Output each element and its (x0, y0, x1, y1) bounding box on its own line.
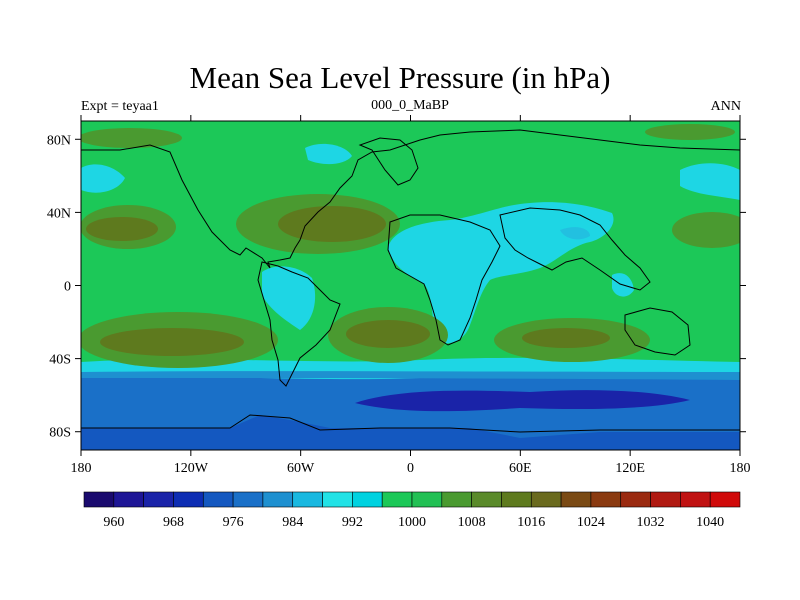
africa-asia-low (388, 202, 614, 344)
x-tick-label: 0 (407, 461, 414, 476)
colorbar-label: 992 (342, 515, 363, 530)
colorbar-swatch (83, 491, 115, 508)
x-axis: 180 120W 60W 0 60E 120E 180 (71, 115, 751, 476)
colorbar-label: 1016 (517, 515, 545, 530)
south-pacific-high (100, 328, 244, 356)
colorbar-label: 1040 (696, 515, 724, 530)
north-pacific-low (81, 164, 125, 193)
x-tick-label: 120E (615, 461, 645, 476)
colorbar: 960 968 976 984 992 1000 1008 1016 1024 1032 1040 (83, 491, 741, 530)
north-pacific-high (86, 217, 158, 241)
colorbar-label: 960 (103, 515, 124, 530)
canada-low (305, 143, 352, 165)
y-tick-label: 80S (49, 426, 71, 441)
colorbar-swatch (352, 491, 383, 508)
experiment-label: Expt = teyaa1 (81, 99, 159, 114)
period-label: 000_0_MaBP (371, 98, 449, 113)
colorbar-swatch (113, 491, 144, 508)
colorbar-swatch (530, 491, 562, 508)
arctic-high-east (645, 124, 735, 140)
map-plot-area (81, 121, 740, 450)
colorbar-swatch (292, 491, 323, 508)
colorbar-swatch (202, 491, 234, 508)
x-tick-label: 180 (71, 461, 92, 476)
coastlines (81, 129, 740, 433)
colorbar-swatch (620, 491, 651, 508)
colorbar-swatch (680, 491, 711, 508)
colorbar-swatch (411, 491, 443, 508)
colorbar-swatch (560, 491, 592, 508)
colorbar-swatch (471, 491, 502, 508)
north-pacific-west-high (672, 212, 740, 248)
x-tick-label: 60W (287, 461, 315, 476)
season-label: ANN (710, 99, 741, 114)
colorbar-label: 1008 (458, 515, 486, 530)
australia-coast (624, 307, 691, 356)
y-axis: 80N 40N 0 40S 80S (47, 133, 746, 441)
y-tick-label: 40S (49, 353, 71, 368)
antarctic-interior (81, 415, 740, 450)
colorbar-label: 984 (282, 515, 303, 530)
south-america-coast (257, 261, 341, 387)
colorbar-label: 1000 (398, 515, 426, 530)
colorbar-label: 976 (223, 515, 244, 530)
x-tick-label: 180 (730, 461, 751, 476)
asia-coast (499, 207, 651, 291)
colorbar-label: 1024 (577, 515, 605, 530)
colorbar-swatch (590, 491, 622, 508)
colorbar-label: 1032 (637, 515, 665, 530)
antarctica-coast (81, 414, 740, 433)
trough-edge-band (81, 371, 740, 380)
colorbar-swatch (232, 491, 264, 508)
y-tick-label: 40N (47, 206, 71, 221)
north-america-eurasia-coast (81, 129, 740, 269)
africa-coast (387, 214, 501, 346)
chart-title: Mean Sea Level Pressure (in hPa) (189, 60, 611, 95)
asia-low-core (560, 227, 590, 240)
indian-ocean-high (522, 328, 610, 348)
colorbar-swatch (650, 491, 681, 508)
south-america-low (262, 266, 316, 330)
azores-high (278, 206, 386, 242)
colorbar-swatch (441, 491, 472, 508)
x-tick-label: 60E (509, 461, 532, 476)
colorbar-label: 968 (163, 515, 184, 530)
y-tick-label: 0 (64, 280, 71, 295)
deep-trough (355, 390, 690, 412)
colorbar-swatch (709, 491, 741, 508)
y-tick-label: 80N (47, 133, 71, 148)
south-atlantic-high (346, 320, 430, 348)
colorbar-swatch (173, 491, 204, 508)
colorbar-swatch (262, 491, 294, 508)
siberia-low (680, 163, 740, 200)
colorbar-swatch (501, 491, 532, 508)
arctic-high (81, 128, 182, 148)
x-tick-label: 120W (174, 461, 209, 476)
colorbar-swatch (322, 491, 353, 508)
greenland-coast (358, 137, 419, 186)
colorbar-swatch (143, 491, 174, 508)
colorbar-swatch (381, 491, 413, 508)
